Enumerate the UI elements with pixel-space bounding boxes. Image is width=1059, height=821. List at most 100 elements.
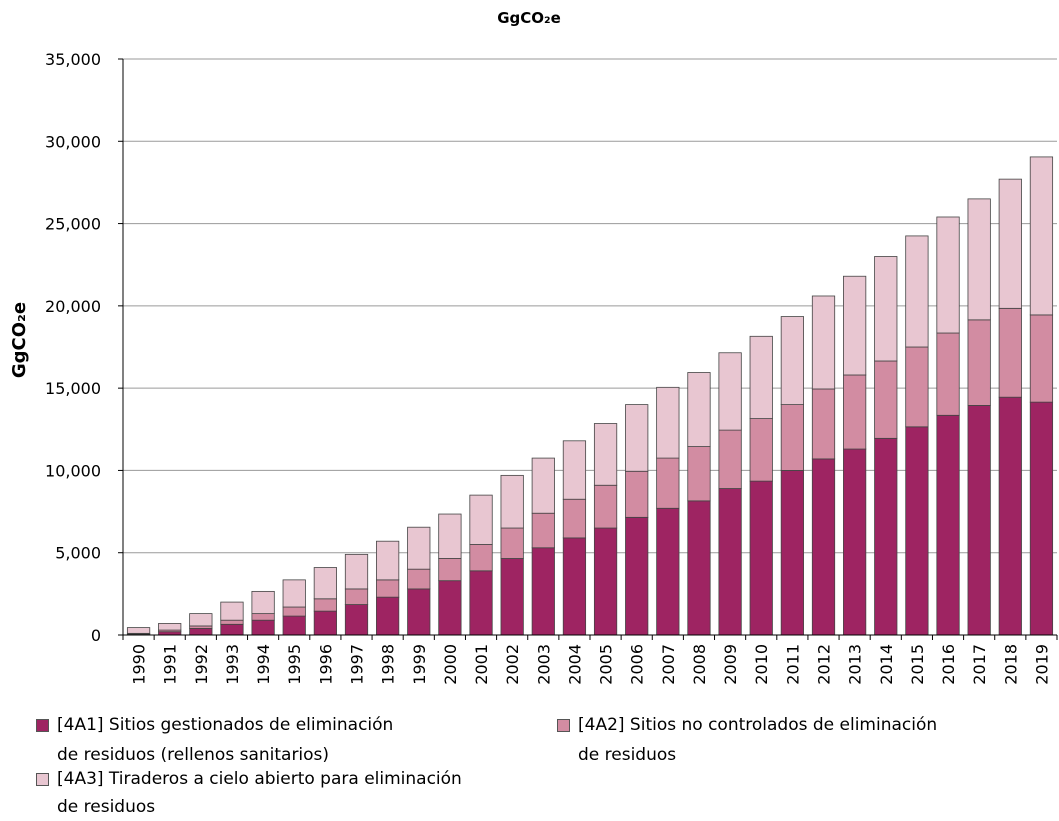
bar-segment-1-2017 [967, 405, 991, 636]
bar-segment-3-1995 [282, 579, 306, 608]
bar-segment-3-1994 [251, 590, 275, 615]
bar-segment-2-1993 [220, 619, 244, 625]
bar-segment-3-2012 [811, 295, 836, 390]
bar-segment-1-2003 [531, 547, 555, 636]
x-tick-label: 2008 [690, 644, 709, 685]
bar-segment-1-1993 [220, 623, 244, 636]
x-tick-label: 2016 [939, 644, 958, 685]
x-tick-label: 2000 [441, 644, 460, 685]
y-tick-label: 0 [91, 626, 101, 645]
bar-segment-1-1994 [251, 619, 275, 636]
bar-segment-3-2010 [749, 335, 773, 419]
x-tick-label: 1990 [130, 644, 149, 685]
y-axis-label: GgCO₂e [9, 302, 30, 378]
bar-segment-3-2011 [780, 316, 804, 406]
bar-segment-3-1991 [158, 623, 182, 631]
bar-segment-1-2013 [843, 448, 867, 636]
bar-segment-1-2009 [718, 488, 742, 636]
legend-label-4a2-line1: [4A2] Sitios no controlados de eliminaci… [578, 715, 938, 735]
x-tick-label: 1995 [285, 644, 304, 685]
bar-segment-2-1995 [282, 606, 306, 617]
bar-segment-1-2011 [780, 470, 804, 636]
bar-segment-1-2018 [998, 396, 1022, 636]
bar-segment-1-1995 [282, 615, 306, 636]
bar-segment-3-2000 [438, 513, 462, 559]
bar-segment-3-1992 [189, 613, 213, 627]
x-tick-label: 2015 [908, 644, 927, 685]
bar-segment-1-2007 [656, 507, 680, 636]
x-tick-label: 1994 [254, 644, 273, 685]
bar-segment-2-2005 [593, 484, 618, 529]
x-tick-label: 2014 [877, 644, 896, 685]
chart-title: GgCO₂e [497, 9, 561, 27]
bar-segment-2-2016 [936, 332, 960, 416]
bar-segment-1-2005 [593, 527, 618, 636]
y-tick-label: 35,000 [45, 50, 101, 69]
x-tick-label: 1998 [379, 644, 398, 685]
bar-segment-2-1997 [344, 588, 369, 605]
bar-segment-1-1992 [189, 628, 213, 636]
gridlines [123, 58, 1057, 554]
y-tick-labels: 0 5,000 10,000 15,000 20,000 25,000 30,000 35,0… [45, 50, 101, 645]
x-tick-label: 1996 [316, 644, 335, 685]
bar-segment-2-2004 [562, 498, 587, 539]
bar-segment-3-1999 [407, 526, 431, 570]
x-tick-label: 1993 [223, 644, 242, 685]
bar-segment-1-2016 [936, 414, 960, 636]
bar-segment-3-2002 [500, 474, 524, 529]
x-tick-labels: 1990 1991 1992 1993 1994 1995 1996 1997 1998 1999… [130, 644, 1052, 685]
bar-segment-3-2007 [656, 386, 680, 459]
x-tick-label: 2006 [628, 644, 647, 685]
bar-segment-2-2012 [811, 388, 836, 460]
bar-segment-2-1998 [376, 579, 400, 598]
bar-segment-3-1997 [344, 553, 369, 590]
bar-segment-1-2008 [687, 500, 711, 636]
x-tick-label: 2007 [659, 644, 678, 685]
bar-segment-1-2001 [469, 570, 493, 636]
x-tick-label: 2009 [721, 644, 740, 685]
legend-label-4a3-line2: de residuos [57, 797, 156, 817]
legend-swatch-4a3 [36, 773, 49, 786]
bar-segment-1-2000 [438, 580, 462, 636]
x-tick-label: 2001 [472, 644, 491, 685]
bar-segment-3-2013 [843, 275, 867, 376]
bar-segment-1-2004 [562, 537, 587, 636]
bar-segment-3-2016 [936, 216, 960, 334]
x-tick-label: 1992 [192, 644, 211, 685]
x-tick-label: 1997 [348, 644, 367, 685]
bar-segment-1-2014 [874, 437, 898, 636]
bar-segment-3-2018 [998, 178, 1022, 309]
legend-swatch-4a1 [36, 719, 49, 732]
y-tick-label: 20,000 [45, 297, 101, 316]
legend-label-4a1-line1: [4A1] Sitios gestionados de eliminación [57, 715, 394, 735]
y-tick-label: 5,000 [55, 544, 101, 563]
bar-segment-3-2015 [905, 235, 929, 348]
bar-segment-2-2003 [531, 512, 555, 549]
bar-segment-3-2009 [718, 352, 742, 431]
bar-segment-1-2012 [811, 458, 836, 636]
bar-segment-3-1990 [126, 627, 151, 634]
bar-segment-3-1996 [313, 567, 337, 600]
y-tick-label: 25,000 [45, 215, 101, 234]
x-tick-label: 2004 [565, 644, 584, 685]
y-tick-label: 15,000 [45, 379, 101, 398]
x-tick-label: 2011 [783, 644, 802, 685]
bar-segment-2-2010 [749, 418, 773, 482]
bar-segment-1-2010 [749, 480, 773, 636]
bar-segment-3-2014 [874, 256, 898, 362]
legend-label-4a2-line2: de residuos [578, 745, 677, 765]
bar-segment-3-2003 [531, 457, 555, 514]
bar-segment-1-1996 [313, 610, 337, 636]
bar-segment-3-2017 [967, 198, 991, 321]
bar-segment-2-2014 [874, 360, 898, 439]
x-tick-label: 2003 [534, 644, 553, 685]
x-tick-label: 1999 [410, 644, 429, 685]
bar-segment-2-2008 [687, 446, 711, 502]
bar-segment-2-2019 [1029, 314, 1054, 403]
y-tick-label: 30,000 [45, 132, 101, 151]
bar-segment-2-2017 [967, 319, 991, 406]
bar-segment-2-2015 [905, 346, 929, 428]
bar-segment-3-2006 [625, 404, 649, 472]
bar-segment-2-2006 [625, 470, 649, 518]
